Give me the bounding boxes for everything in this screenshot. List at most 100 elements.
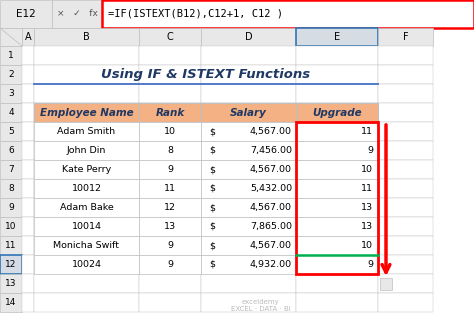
Text: 4,567.00: 4,567.00 xyxy=(250,165,292,174)
Bar xyxy=(201,293,296,312)
Bar xyxy=(34,274,139,293)
Bar xyxy=(22,65,34,84)
Text: 10012: 10012 xyxy=(72,184,101,193)
Bar xyxy=(378,217,433,236)
Bar xyxy=(296,28,378,46)
Text: Kate Perry: Kate Perry xyxy=(62,165,111,174)
Text: 5: 5 xyxy=(8,127,14,136)
Text: 9: 9 xyxy=(367,260,373,269)
Bar xyxy=(139,255,201,274)
Bar xyxy=(22,198,34,217)
Bar xyxy=(34,255,139,274)
Text: 4: 4 xyxy=(8,108,14,117)
Bar xyxy=(0,84,22,103)
Bar xyxy=(0,46,22,65)
Bar xyxy=(201,28,296,46)
Bar xyxy=(296,236,378,255)
Bar xyxy=(139,28,201,46)
Bar xyxy=(296,255,378,274)
Text: Adam Smith: Adam Smith xyxy=(57,127,116,136)
Text: D: D xyxy=(245,32,252,42)
Bar xyxy=(378,84,433,103)
Bar xyxy=(378,198,433,217)
Text: 11: 11 xyxy=(361,184,373,193)
Text: Monicha Swift: Monicha Swift xyxy=(54,241,119,250)
Bar xyxy=(139,274,201,293)
Bar xyxy=(0,160,22,179)
Bar xyxy=(34,293,139,312)
Bar xyxy=(201,179,296,198)
Text: $: $ xyxy=(209,184,215,193)
Bar xyxy=(139,179,201,198)
Text: B: B xyxy=(83,32,90,42)
Text: E: E xyxy=(334,32,340,42)
Bar xyxy=(139,65,201,84)
Bar xyxy=(201,160,296,179)
Bar xyxy=(296,84,378,103)
Text: 9: 9 xyxy=(167,241,173,250)
Bar xyxy=(201,84,296,103)
Text: 5,432.00: 5,432.00 xyxy=(250,184,292,193)
Text: A: A xyxy=(25,32,31,42)
Bar xyxy=(34,198,139,217)
Bar xyxy=(296,236,378,255)
Bar xyxy=(0,179,22,198)
Bar xyxy=(0,103,22,122)
Text: 6: 6 xyxy=(8,146,14,155)
Bar xyxy=(139,255,201,274)
Text: 8: 8 xyxy=(167,146,173,155)
Text: C: C xyxy=(167,32,173,42)
Text: 10: 10 xyxy=(5,222,17,231)
Text: 2: 2 xyxy=(8,70,14,79)
Text: John Din: John Din xyxy=(67,146,106,155)
Bar xyxy=(201,141,296,160)
Bar xyxy=(139,103,201,122)
Bar xyxy=(34,217,139,236)
Bar xyxy=(139,217,201,236)
Bar xyxy=(34,65,139,84)
Text: $: $ xyxy=(209,203,215,212)
Bar xyxy=(139,198,201,217)
Text: ×   ✓   fx: × ✓ fx xyxy=(56,10,98,18)
Bar xyxy=(201,122,296,141)
Bar xyxy=(378,236,433,255)
Text: Upgrade: Upgrade xyxy=(312,108,362,117)
Bar xyxy=(296,179,378,198)
Bar xyxy=(22,160,34,179)
Bar xyxy=(34,217,139,236)
Bar xyxy=(22,179,34,198)
Bar xyxy=(139,236,201,255)
Bar xyxy=(201,103,296,122)
Text: 9: 9 xyxy=(367,146,373,155)
Bar xyxy=(296,198,378,217)
Bar xyxy=(0,65,22,84)
Bar xyxy=(22,46,34,65)
Bar xyxy=(0,255,22,274)
Text: 10: 10 xyxy=(164,127,176,136)
Bar xyxy=(296,255,378,274)
Bar xyxy=(296,103,378,122)
Text: 10: 10 xyxy=(361,241,373,250)
Bar xyxy=(378,274,433,293)
Bar xyxy=(296,198,378,217)
Bar xyxy=(34,236,139,255)
Bar xyxy=(0,122,22,141)
Bar xyxy=(34,103,139,122)
Bar xyxy=(296,160,378,179)
Bar xyxy=(34,198,139,217)
Bar xyxy=(201,198,296,217)
Text: 12: 12 xyxy=(164,203,176,212)
Text: 11: 11 xyxy=(5,241,17,250)
Text: $: $ xyxy=(209,146,215,155)
Bar xyxy=(201,236,296,255)
Bar xyxy=(296,46,378,65)
Text: 4,567.00: 4,567.00 xyxy=(250,127,292,136)
Bar xyxy=(22,217,34,236)
Text: $: $ xyxy=(209,260,215,269)
Bar xyxy=(139,293,201,312)
Bar xyxy=(34,160,139,179)
Bar xyxy=(201,236,296,255)
Text: 13: 13 xyxy=(361,203,373,212)
Bar xyxy=(34,28,139,46)
Bar xyxy=(139,160,201,179)
